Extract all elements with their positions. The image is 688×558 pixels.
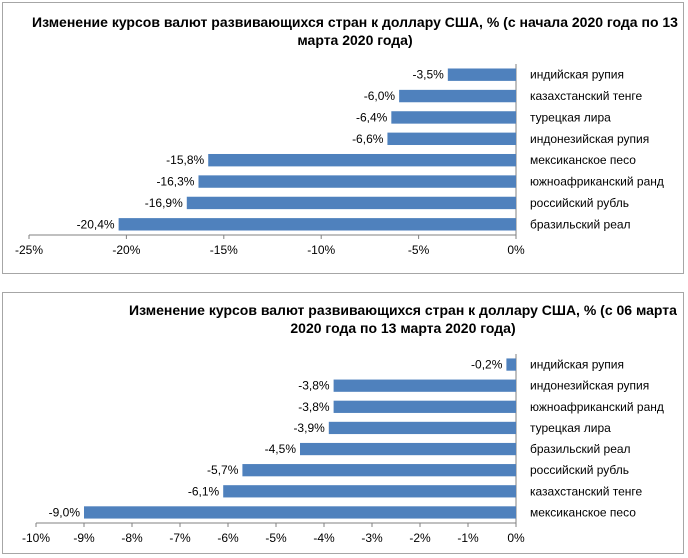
x-tick-label: -15% bbox=[210, 243, 238, 257]
x-tick-label: -5% bbox=[265, 531, 287, 545]
category-label: мексиканское песо bbox=[530, 505, 636, 519]
chart-title: Изменение курсов валют развивающихся стр… bbox=[129, 302, 677, 336]
x-tick-label: -1% bbox=[457, 531, 479, 545]
bar-chart-since-year-start: -3,5% индийская рупия -6,0% казахстанский т… bbox=[15, 64, 664, 257]
bar bbox=[333, 400, 516, 413]
x-tick-label: 0% bbox=[507, 531, 525, 545]
category-label: южноафриканский ранд bbox=[530, 400, 664, 414]
chart-panel-week: Изменение курсов валют развивающихся стр… bbox=[2, 292, 684, 554]
category-label: индийская рупия bbox=[530, 358, 624, 372]
x-tick-label: -10% bbox=[22, 531, 50, 545]
data-label: -6,6% bbox=[352, 132, 384, 146]
x-tick-label: -8% bbox=[121, 531, 143, 545]
category-label: казахстанский тенге bbox=[530, 484, 643, 498]
data-label: -16,9% bbox=[145, 196, 183, 210]
x-tick-label: -9% bbox=[73, 531, 95, 545]
category-label: индонезийская рупия bbox=[530, 379, 649, 393]
category-label: российский рубль bbox=[530, 463, 629, 477]
chart-title: Изменение курсов валют развивающихся стр… bbox=[32, 14, 678, 48]
data-label: -5,7% bbox=[207, 463, 239, 477]
bar bbox=[242, 464, 516, 477]
bar bbox=[506, 358, 516, 371]
x-tick-label: -3% bbox=[361, 531, 383, 545]
x-tick-label: -25% bbox=[15, 243, 43, 257]
bar bbox=[387, 132, 516, 146]
data-label: -0,2% bbox=[471, 358, 503, 372]
x-tick-label: 0% bbox=[507, 243, 525, 257]
data-label: -16,3% bbox=[156, 175, 194, 189]
category-label: мексиканское песо bbox=[530, 153, 636, 167]
data-label: -6,4% bbox=[356, 110, 388, 124]
data-label: -6,1% bbox=[188, 484, 220, 498]
data-label: -3,8% bbox=[298, 379, 330, 393]
category-label: российский рубль bbox=[530, 196, 629, 210]
x-tick-label: -6% bbox=[217, 531, 239, 545]
data-label: -4,5% bbox=[265, 442, 297, 456]
x-tick-label: -2% bbox=[409, 531, 431, 545]
x-tick-label: -10% bbox=[307, 243, 335, 257]
bar bbox=[118, 218, 516, 231]
bar bbox=[223, 485, 516, 498]
bar bbox=[391, 111, 516, 124]
category-label: индийская рупия bbox=[530, 68, 624, 82]
category-label: турецкая лира bbox=[530, 421, 611, 435]
data-label: -15,8% bbox=[166, 153, 204, 167]
category-label: бразильский реал bbox=[530, 442, 631, 456]
bar bbox=[333, 379, 516, 392]
category-label: турецкая лира bbox=[530, 110, 611, 124]
x-tick-label: -5% bbox=[408, 243, 430, 257]
category-label: южноафриканский ранд bbox=[530, 175, 664, 189]
data-label: -3,5% bbox=[412, 68, 444, 82]
bar bbox=[208, 153, 516, 167]
chart-panel-since-year-start: Изменение курсов валют развивающихся стр… bbox=[2, 2, 684, 274]
category-label: казахстанский тенге bbox=[530, 89, 643, 103]
bar bbox=[328, 421, 516, 435]
x-tick-label: -4% bbox=[313, 531, 335, 545]
data-label: -3,8% bbox=[298, 400, 330, 414]
data-label: -6,0% bbox=[364, 89, 396, 103]
bar bbox=[84, 506, 516, 519]
data-label: -20,4% bbox=[77, 217, 115, 231]
data-label: -9,0% bbox=[49, 505, 81, 519]
data-label: -3,9% bbox=[293, 421, 325, 435]
bar bbox=[198, 175, 516, 188]
category-label: бразильский реал bbox=[530, 217, 631, 231]
bar bbox=[186, 196, 516, 210]
x-tick-label: -7% bbox=[169, 531, 191, 545]
bar bbox=[300, 442, 516, 456]
x-tick-label: -20% bbox=[112, 243, 140, 257]
category-label: индонезийская рупия bbox=[530, 132, 649, 146]
bar bbox=[447, 68, 516, 81]
bar-chart-week: -0,2% индийская рупия -3,8% индонезийская р… bbox=[22, 354, 664, 545]
bar bbox=[399, 89, 516, 103]
